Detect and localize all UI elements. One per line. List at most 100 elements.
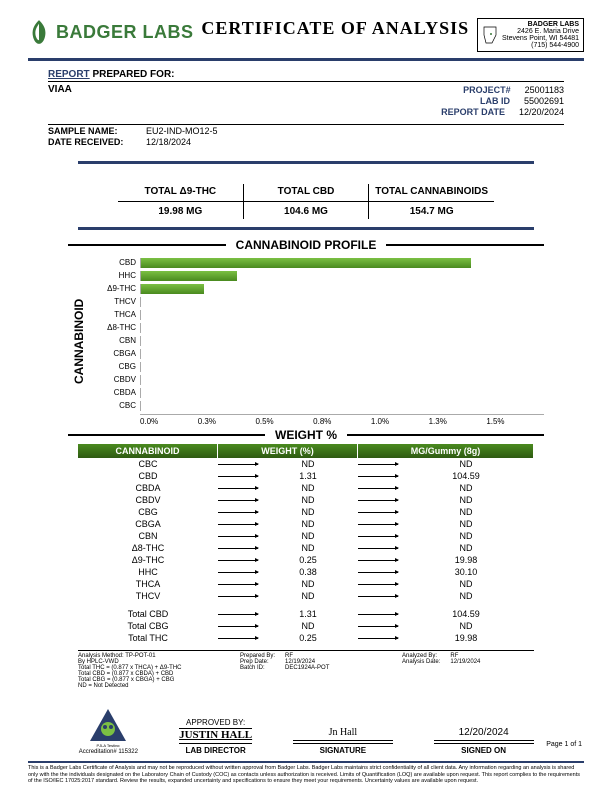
meta-block: Analysis Method: TP-POT-01 By HPLC-VWD T…	[78, 650, 534, 689]
arrow-icon	[218, 548, 258, 549]
bar-label: THCA	[90, 310, 140, 319]
cell-name: THCA	[78, 579, 218, 589]
bar-track	[140, 284, 544, 294]
report-heading-rest: PREPARED FOR:	[92, 69, 174, 80]
bar-row: CBD	[90, 256, 544, 269]
cell-mg: 104.59	[398, 471, 534, 481]
accred: Accreditation# 115322	[78, 749, 138, 755]
table-row: THCANDND	[78, 578, 534, 590]
xlabel-row: WEIGHT %	[68, 428, 544, 442]
logo-left: BADGER LABS	[28, 18, 194, 46]
table-row: CBDVNDND	[78, 494, 534, 506]
client: VIAA	[48, 84, 413, 95]
table-body: CBCNDNDCBD1.31104.59CBDANDNDCBDVNDNDCBGN…	[28, 458, 584, 644]
cell-weight: ND	[258, 483, 358, 493]
table-row: Δ8-THCNDND	[78, 542, 534, 554]
cell-mg: ND	[398, 531, 534, 541]
arrow-icon	[358, 560, 398, 561]
arrow-icon	[218, 476, 258, 477]
bar-row: CBDA	[90, 386, 544, 399]
table-row: CBGNDND	[78, 506, 534, 518]
signature-row: PJLA Testing Accreditation# 115322 APPRO…	[58, 707, 554, 755]
cell-name: Total THC	[78, 633, 218, 643]
table-row: CBNNDND	[78, 530, 534, 542]
totals-head: TOTAL CANNABINOIDS	[369, 186, 494, 197]
table-row: Δ9-THC0.2519.98	[78, 554, 534, 566]
bar-track	[140, 375, 544, 385]
table-row: Total THC 0.25 19.98	[78, 632, 534, 644]
cell-name: Δ9-THC	[78, 555, 218, 565]
arrow-icon	[218, 524, 258, 525]
bar-label: CBN	[90, 336, 140, 345]
logo-right: BADGER LABS 2426 E. Maria Drive Stevens …	[477, 18, 584, 52]
right-addr2: Stevens Point, WI 54481	[502, 35, 579, 42]
bar-track	[140, 362, 544, 372]
meta-right-vals: RF 12/19/2024	[450, 653, 480, 689]
meta-right-labels: Analyzed By: Analysis Date:	[402, 653, 440, 689]
cell-mg: ND	[398, 591, 534, 601]
signed-label: SIGNED ON	[434, 743, 534, 755]
bar-label: THCV	[90, 297, 140, 306]
cell-name: Total CBD	[78, 609, 218, 619]
cell-name: CBD	[78, 471, 218, 481]
arrow-icon	[358, 524, 398, 525]
bar-row: HHC	[90, 269, 544, 282]
divider	[28, 58, 584, 61]
bar-label: Δ9-THC	[90, 284, 140, 293]
table-header: CANNABINOIDWEIGHT (%)MG/Gummy (8g)	[78, 444, 534, 458]
table-row: THCVNDND	[78, 590, 534, 602]
table-row: CBGANDND	[78, 518, 534, 530]
bar-row: CBDV	[90, 373, 544, 386]
cell-name: CBC	[78, 459, 218, 469]
arrow-icon	[218, 488, 258, 489]
cell-weight: ND	[258, 507, 358, 517]
page-number: Page 1 of 1	[546, 741, 582, 748]
cell-weight: ND	[258, 459, 358, 469]
bar-label: HHC	[90, 271, 140, 280]
cell-mg: 19.98	[398, 633, 534, 643]
arrow-icon	[218, 638, 258, 639]
pjla-icon: PJLA Testing	[88, 707, 128, 747]
x-tick: 1.5%	[486, 417, 544, 426]
table-row: HHC 0.38 30.10	[78, 566, 534, 578]
cell-name: Total CBG	[78, 621, 218, 631]
arrow-icon	[218, 584, 258, 585]
bar-track	[140, 336, 544, 346]
cell-weight: ND	[258, 621, 358, 631]
table-row: CBD1.31104.59	[78, 470, 534, 482]
arrow-icon	[358, 488, 398, 489]
cell-name: HHC	[78, 567, 218, 577]
table-th: WEIGHT (%)	[218, 444, 358, 458]
sample-label: SAMPLE NAME:	[48, 126, 138, 136]
cell-weight: 0.25	[258, 633, 358, 643]
arrow-icon	[218, 560, 258, 561]
cell-mg: 104.59	[398, 609, 534, 619]
arrow-icon	[218, 626, 258, 627]
bar-track	[140, 297, 544, 307]
bar-label: Δ8-THC	[90, 323, 140, 332]
table-row: Total CBD 1.31 104.59	[78, 608, 534, 620]
cell-weight: 0.38	[258, 567, 358, 577]
x-tick: 0.8%	[313, 417, 371, 426]
cell-mg: 30.10	[398, 567, 534, 577]
cell-name: CBDA	[78, 483, 218, 493]
cell-mg: ND	[398, 483, 534, 493]
bar-fill	[141, 271, 237, 281]
cell-mg: ND	[398, 507, 534, 517]
bar-label: CBC	[90, 401, 140, 410]
right-name: BADGER LABS	[502, 21, 579, 28]
cell-mg: ND	[398, 579, 534, 589]
cell-weight: ND	[258, 519, 358, 529]
recv-label: DATE RECEIVED:	[48, 137, 138, 147]
arrow-icon	[358, 638, 398, 639]
table-row: CBCNDND	[78, 458, 534, 470]
x-axis: 0.0%0.3%0.5%0.8%1.0%1.3%1.5%	[140, 414, 544, 426]
bar-row: Δ9-THC	[90, 282, 544, 295]
bar-track	[140, 258, 544, 268]
arrow-icon	[358, 596, 398, 597]
arrow-icon	[358, 572, 398, 573]
arrow-icon	[358, 548, 398, 549]
cell-weight: 1.31	[258, 609, 358, 619]
wisconsin-icon	[482, 25, 498, 45]
table-row: CBDA ND ND	[78, 482, 534, 494]
